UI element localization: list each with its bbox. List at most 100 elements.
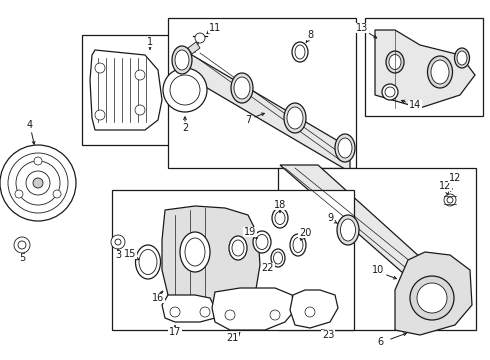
- Bar: [112, 190, 354, 330]
- Circle shape: [410, 276, 454, 320]
- Circle shape: [95, 63, 105, 73]
- Circle shape: [26, 171, 50, 195]
- Polygon shape: [290, 290, 338, 328]
- Ellipse shape: [185, 238, 205, 266]
- Circle shape: [115, 239, 121, 245]
- Polygon shape: [162, 206, 260, 318]
- Text: 11: 11: [209, 23, 221, 33]
- Polygon shape: [280, 165, 462, 295]
- Ellipse shape: [341, 219, 356, 241]
- Circle shape: [16, 161, 60, 205]
- Circle shape: [8, 153, 68, 213]
- Polygon shape: [212, 288, 295, 330]
- Text: 21: 21: [226, 333, 238, 343]
- Ellipse shape: [292, 42, 308, 62]
- Circle shape: [18, 241, 26, 249]
- Text: 9: 9: [327, 213, 333, 223]
- Circle shape: [53, 190, 61, 198]
- Ellipse shape: [295, 45, 305, 59]
- Ellipse shape: [284, 103, 306, 133]
- Ellipse shape: [275, 212, 285, 225]
- Text: 6: 6: [377, 337, 383, 347]
- Polygon shape: [162, 295, 215, 322]
- Ellipse shape: [287, 107, 303, 129]
- Text: 1: 1: [147, 37, 153, 47]
- Ellipse shape: [335, 134, 355, 162]
- Ellipse shape: [293, 238, 303, 252]
- Ellipse shape: [386, 51, 404, 73]
- Circle shape: [447, 197, 453, 203]
- Text: 5: 5: [19, 253, 25, 263]
- Circle shape: [135, 70, 145, 80]
- Polygon shape: [180, 48, 350, 172]
- Text: 3: 3: [115, 250, 121, 260]
- Circle shape: [170, 307, 180, 317]
- Ellipse shape: [431, 60, 449, 84]
- Bar: [365, 18, 483, 116]
- Ellipse shape: [234, 77, 250, 99]
- Bar: [278, 168, 476, 330]
- Text: 13: 13: [356, 23, 368, 33]
- Circle shape: [111, 235, 125, 249]
- Ellipse shape: [139, 249, 157, 274]
- Bar: [82, 35, 210, 145]
- Text: 2: 2: [182, 123, 188, 133]
- Text: 22: 22: [262, 263, 274, 273]
- Ellipse shape: [231, 73, 253, 103]
- Ellipse shape: [232, 240, 244, 256]
- Circle shape: [225, 310, 235, 320]
- Circle shape: [15, 190, 23, 198]
- Ellipse shape: [229, 236, 247, 260]
- Ellipse shape: [256, 234, 268, 249]
- Ellipse shape: [180, 232, 210, 272]
- Polygon shape: [188, 42, 200, 54]
- Ellipse shape: [457, 51, 467, 65]
- Circle shape: [34, 157, 42, 165]
- Ellipse shape: [455, 48, 469, 68]
- Ellipse shape: [290, 234, 306, 256]
- Text: 15: 15: [124, 249, 136, 259]
- Ellipse shape: [273, 252, 283, 264]
- Circle shape: [417, 283, 447, 313]
- Polygon shape: [395, 252, 472, 335]
- Circle shape: [14, 237, 30, 253]
- Polygon shape: [90, 50, 162, 130]
- Text: 10: 10: [372, 265, 384, 275]
- Ellipse shape: [136, 245, 161, 279]
- Text: 17: 17: [169, 327, 181, 337]
- Ellipse shape: [337, 215, 359, 245]
- Ellipse shape: [338, 138, 352, 158]
- Text: 12: 12: [439, 181, 451, 191]
- Text: 12: 12: [449, 173, 461, 183]
- Ellipse shape: [427, 56, 452, 88]
- Circle shape: [270, 310, 280, 320]
- Polygon shape: [375, 30, 475, 108]
- Text: 18: 18: [274, 200, 286, 210]
- Text: 4: 4: [27, 120, 33, 130]
- Circle shape: [95, 110, 105, 120]
- Ellipse shape: [271, 249, 285, 267]
- Text: 20: 20: [299, 228, 311, 238]
- Circle shape: [33, 178, 43, 188]
- Ellipse shape: [389, 54, 401, 69]
- Circle shape: [0, 145, 76, 221]
- Text: 16: 16: [152, 293, 164, 303]
- Circle shape: [195, 33, 205, 43]
- Text: 8: 8: [307, 30, 313, 40]
- Circle shape: [444, 194, 456, 206]
- Circle shape: [385, 87, 395, 97]
- Circle shape: [170, 75, 200, 105]
- Ellipse shape: [272, 208, 288, 228]
- Circle shape: [305, 307, 315, 317]
- Circle shape: [135, 105, 145, 115]
- Text: 19: 19: [244, 227, 256, 237]
- Circle shape: [200, 307, 210, 317]
- Text: 7: 7: [245, 115, 251, 125]
- Ellipse shape: [175, 50, 189, 70]
- Ellipse shape: [172, 46, 192, 74]
- Text: 23: 23: [322, 330, 334, 340]
- Ellipse shape: [253, 231, 271, 253]
- Bar: [168, 18, 356, 168]
- Circle shape: [163, 68, 207, 112]
- Circle shape: [382, 84, 398, 100]
